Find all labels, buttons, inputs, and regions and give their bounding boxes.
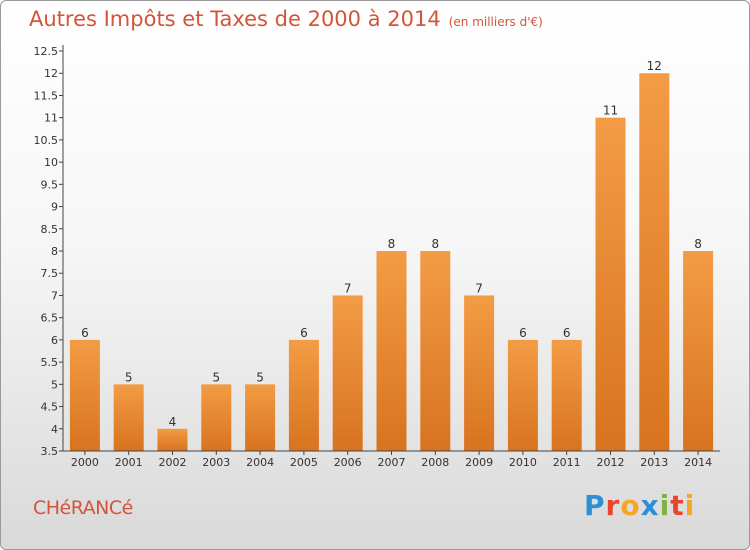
bar bbox=[332, 295, 363, 451]
chart-title-block: Autres Impôts et Taxes de 2000 à 2014 (en… bbox=[29, 7, 543, 31]
y-tick-label: 11.5 bbox=[34, 89, 59, 102]
y-tick-label: 4.5 bbox=[41, 401, 59, 414]
y-tick-label: 5 bbox=[51, 378, 58, 391]
y-tick-label: 9.5 bbox=[41, 178, 59, 191]
bar bbox=[157, 428, 188, 451]
chart-unit: (en milliers d'€) bbox=[448, 15, 543, 29]
logo-letter: x bbox=[640, 489, 660, 522]
y-tick-label: 4 bbox=[51, 423, 58, 436]
bar bbox=[420, 251, 451, 451]
y-tick-label: 6.5 bbox=[41, 312, 59, 325]
logo-letter: i bbox=[684, 489, 696, 522]
bar-value-label: 7 bbox=[475, 281, 483, 295]
x-tick-label: 2006 bbox=[334, 456, 362, 469]
bar bbox=[376, 251, 407, 451]
bar-value-label: 6 bbox=[81, 326, 89, 340]
bar bbox=[683, 251, 714, 451]
y-tick-label: 9 bbox=[51, 201, 58, 214]
bar-value-label: 8 bbox=[388, 237, 396, 251]
x-tick-label: 2013 bbox=[640, 456, 668, 469]
bar-value-label: 12 bbox=[647, 59, 662, 73]
y-tick-label: 7 bbox=[51, 289, 58, 302]
y-tick-label: 12 bbox=[44, 67, 58, 80]
bar bbox=[201, 384, 232, 451]
x-tick-label: 2012 bbox=[597, 456, 625, 469]
x-tick-label: 2002 bbox=[159, 456, 187, 469]
x-tick-label: 2008 bbox=[421, 456, 449, 469]
bar-value-label: 11 bbox=[603, 104, 618, 118]
commune-name: CHéRANCé bbox=[33, 497, 133, 519]
bar-value-label: 4 bbox=[169, 415, 177, 429]
bar bbox=[464, 295, 495, 451]
x-tick-label: 2010 bbox=[509, 456, 537, 469]
logo-letter: i bbox=[659, 489, 671, 522]
bar bbox=[595, 117, 626, 452]
x-tick-label: 2004 bbox=[246, 456, 274, 469]
y-tick-label: 3.5 bbox=[41, 445, 59, 458]
logo-letter: t bbox=[670, 489, 685, 522]
x-tick-label: 2009 bbox=[465, 456, 493, 469]
y-tick-label: 10.5 bbox=[34, 134, 59, 147]
bar-value-label: 7 bbox=[344, 281, 352, 295]
bar-value-label: 5 bbox=[125, 370, 133, 384]
bar bbox=[245, 384, 276, 451]
y-tick-label: 10 bbox=[44, 156, 58, 169]
bar-value-label: 5 bbox=[256, 370, 264, 384]
y-tick-label: 11 bbox=[44, 112, 58, 125]
bar-value-label: 6 bbox=[519, 326, 527, 340]
bar bbox=[639, 73, 670, 451]
x-tick-label: 2011 bbox=[553, 456, 581, 469]
bar bbox=[507, 339, 538, 451]
proxiti-logo: Proxiti bbox=[584, 489, 695, 522]
y-tick-label: 7.5 bbox=[41, 267, 59, 280]
chart-title: Autres Impôts et Taxes de 2000 à 2014 bbox=[29, 7, 441, 31]
bar bbox=[113, 384, 144, 451]
x-tick-label: 2001 bbox=[115, 456, 143, 469]
logo-letter: o bbox=[620, 489, 641, 522]
logo-letter: P bbox=[584, 489, 606, 522]
x-tick-label: 2000 bbox=[71, 456, 99, 469]
bar-value-label: 5 bbox=[212, 370, 220, 384]
x-tick-label: 2003 bbox=[202, 456, 230, 469]
y-tick-label: 8.5 bbox=[41, 223, 59, 236]
bar-value-label: 8 bbox=[431, 237, 439, 251]
x-tick-label: 2014 bbox=[684, 456, 712, 469]
y-tick-label: 6 bbox=[51, 334, 58, 347]
bar bbox=[551, 339, 582, 451]
logo-letter: r bbox=[605, 489, 621, 522]
x-tick-label: 2005 bbox=[290, 456, 318, 469]
y-tick-label: 12.5 bbox=[34, 45, 59, 58]
x-tick-label: 2007 bbox=[378, 456, 406, 469]
bar-value-label: 6 bbox=[563, 326, 571, 340]
bar bbox=[288, 339, 319, 451]
bar bbox=[69, 339, 100, 451]
bar-value-label: 8 bbox=[694, 237, 702, 251]
bar-value-label: 6 bbox=[300, 326, 308, 340]
y-tick-label: 8 bbox=[51, 245, 58, 258]
y-tick-label: 5.5 bbox=[41, 356, 59, 369]
